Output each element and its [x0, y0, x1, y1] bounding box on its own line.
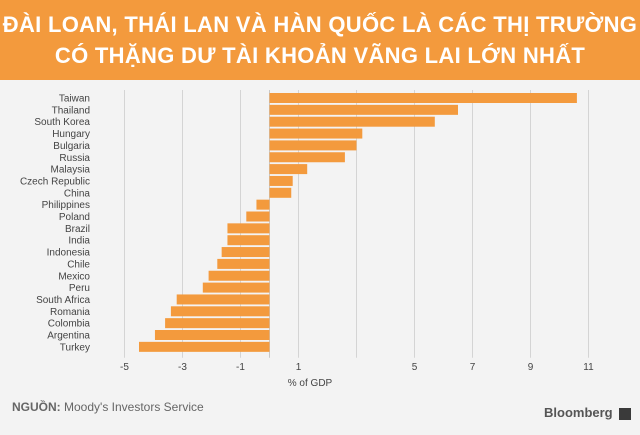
bar-indonesia: [221, 247, 270, 258]
x-tick-label: 11: [583, 362, 594, 373]
category-label: Malaysia: [51, 165, 91, 176]
category-label: Hungary: [52, 129, 90, 140]
bar-thailand: [269, 104, 458, 115]
bar-india: [227, 235, 270, 246]
bars: [139, 93, 577, 352]
bar-hungary: [269, 128, 363, 139]
bar-romania: [170, 306, 270, 317]
category-label: Taiwan: [59, 94, 90, 105]
x-tick-label: 9: [528, 362, 534, 373]
category-label: Argentina: [47, 331, 90, 342]
chart-title-line-1: ĐÀI LOAN, THÁI LAN VÀ HÀN QUỐC LÀ CÁC TH…: [2, 12, 638, 37]
bar-czech-republic: [269, 175, 293, 186]
bar-turkey: [139, 341, 270, 352]
bar-peru: [202, 282, 270, 293]
category-label: Peru: [69, 283, 90, 294]
bar-mexico: [208, 270, 270, 281]
bar-philippines: [256, 199, 270, 210]
bar-poland: [246, 211, 270, 222]
category-label: Czech Republic: [20, 176, 90, 187]
bar-south-korea: [269, 116, 435, 127]
category-label: India: [68, 236, 90, 247]
corner-mark-icon: [619, 408, 631, 420]
x-tick-label: 1: [296, 362, 302, 373]
chart-title-line-2: CÓ THẶNG DƯ TÀI KHOẢN VÃNG LAI LỚN NHẤT: [54, 43, 586, 68]
category-label: Thailand: [52, 105, 90, 116]
source-note: NGUỒN: Moody's Investors Service: [12, 400, 204, 414]
x-tick-label: 7: [470, 362, 476, 373]
bar-russia: [269, 152, 345, 163]
category-label: Colombia: [48, 319, 91, 330]
bar-malaysia: [269, 164, 308, 175]
category-label: Philippines: [42, 200, 90, 211]
bloomberg-logo: Bloomberg: [544, 405, 613, 420]
bar-chile: [217, 258, 270, 269]
bar-south-africa: [176, 294, 270, 305]
category-label: Romania: [50, 307, 90, 318]
category-label: South Korea: [34, 117, 90, 128]
category-label: Russia: [59, 153, 90, 164]
bar-china: [269, 187, 292, 198]
source-label: NGUỒN:: [12, 400, 61, 414]
source-text: Moody's Investors Service: [64, 400, 204, 414]
x-tick-label: -1: [236, 362, 245, 373]
category-label: Brazil: [65, 224, 90, 235]
category-label: Chile: [67, 259, 90, 270]
x-tick-label: 5: [412, 362, 418, 373]
category-label: China: [64, 188, 91, 199]
category-label: Bulgaria: [53, 141, 90, 152]
bar-colombia: [165, 318, 270, 329]
x-tick-label: -5: [120, 362, 129, 373]
category-label: Mexico: [58, 271, 90, 282]
category-label: Turkey: [60, 342, 90, 353]
category-label: Indonesia: [47, 248, 91, 259]
bar-brazil: [227, 223, 270, 234]
category-label: South Africa: [36, 295, 90, 306]
x-axis-label: % of GDP: [288, 378, 333, 389]
x-tick-label: -3: [178, 362, 187, 373]
category-label: Poland: [59, 212, 90, 223]
title-banner: ĐÀI LOAN, THÁI LAN VÀ HÀN QUỐC LÀ CÁC TH…: [0, 0, 640, 80]
bar-bulgaria: [269, 140, 357, 151]
bar-taiwan: [269, 93, 577, 103]
x-tick-labels: -5 -3 -1 1 5 7 9 11: [120, 362, 594, 373]
bar-argentina: [154, 330, 270, 340]
chart-panel: [0, 80, 640, 435]
